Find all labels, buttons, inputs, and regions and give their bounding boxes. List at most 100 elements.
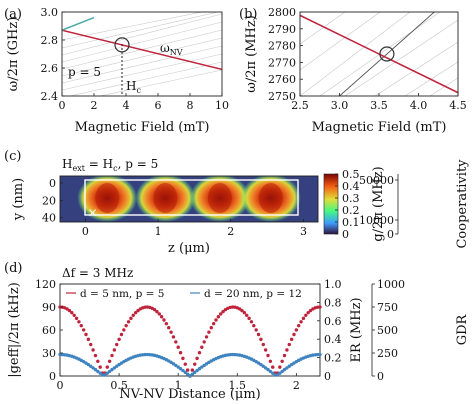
data-point-red bbox=[289, 337, 294, 342]
data-point-red bbox=[133, 310, 138, 315]
panel-b-label: (b) bbox=[239, 7, 257, 22]
data-point-red bbox=[299, 320, 303, 324]
panel-a-xlabel: Magnetic Field (mT) bbox=[75, 120, 210, 135]
data-point-red bbox=[308, 308, 313, 313]
data-point-blue bbox=[143, 352, 147, 357]
data-point-red bbox=[280, 359, 284, 363]
data-point-blue bbox=[278, 371, 282, 375]
data-point-blue bbox=[275, 373, 280, 377]
data-point-red bbox=[214, 318, 218, 322]
data-point-red bbox=[96, 359, 100, 363]
panel-a-ylabel: ω/2π (GHz) bbox=[6, 17, 21, 92]
data-point-blue bbox=[282, 367, 287, 372]
cavity-branch-line bbox=[62, 16, 95, 31]
panel-c-x-ticks: 0 1 2 3 bbox=[82, 219, 307, 238]
data-point-red bbox=[105, 365, 109, 369]
b-xtick-label: 4.0 bbox=[410, 99, 428, 112]
data-point-blue bbox=[193, 370, 197, 375]
d-gdr-tick-label: 1000 bbox=[377, 278, 405, 291]
d-ytick-label: 0 bbox=[49, 370, 56, 383]
panel-c-label: (c) bbox=[4, 149, 21, 164]
d-er-tick-label: 0.6 bbox=[324, 315, 342, 328]
d-er-tick-label: 0 bbox=[324, 370, 331, 383]
data-point-red bbox=[86, 337, 91, 342]
c-xtick-label: 3 bbox=[300, 225, 307, 238]
data-point-red bbox=[204, 335, 209, 339]
data-point-blue bbox=[103, 373, 107, 377]
field-lobe-core bbox=[95, 183, 120, 213]
data-point-blue bbox=[105, 371, 109, 375]
b-ytick-label: 2750 bbox=[268, 90, 296, 103]
d-xtick-label: 0 bbox=[57, 379, 64, 392]
panel-b-ylabel: ω/2π (MHz) bbox=[244, 15, 259, 93]
data-point-red bbox=[197, 351, 202, 355]
a-xtick-label: 8 bbox=[187, 99, 194, 112]
data-point-red bbox=[294, 328, 299, 332]
data-point-red bbox=[136, 308, 140, 313]
legend: d = 5 nm, p = 5 d = 20 nm, p = 12 bbox=[66, 288, 302, 300]
panel-d-xlabel: NV-NV Distance (μm) bbox=[119, 387, 260, 402]
b-ytick-label: 2760 bbox=[268, 73, 296, 86]
data-point-red bbox=[252, 323, 256, 328]
data-point-red bbox=[306, 310, 310, 315]
data-point-red bbox=[278, 365, 282, 369]
data-point-blue bbox=[100, 373, 105, 377]
data-point-blue bbox=[174, 363, 178, 368]
data-point-red bbox=[117, 337, 121, 342]
panel-b-y-ticks: 2750 2760 2770 2780 2790 2800 bbox=[268, 6, 303, 103]
crossing-circle bbox=[114, 37, 130, 53]
panel-d-y-ticks: 0 30 60 90 120 bbox=[35, 278, 63, 383]
a-ytick-label: 2.8 bbox=[41, 34, 59, 47]
colorbar-left-ticks: 00.10.20.30.40.5 bbox=[335, 168, 360, 241]
cb-left-tick-label: 0 bbox=[342, 228, 349, 241]
data-point-red bbox=[254, 328, 258, 332]
data-point-blue bbox=[263, 366, 268, 370]
panel-a-x-ticks: 0 2 4 6 8 10 bbox=[59, 93, 229, 112]
colorbar-right-label: Cooperativity bbox=[455, 159, 470, 249]
d-gdr-tick-label: 250 bbox=[377, 347, 398, 360]
data-point-red bbox=[72, 313, 76, 317]
d-ytick-label: 90 bbox=[42, 301, 56, 314]
data-point-red bbox=[171, 335, 176, 339]
b-xtick-label: 2.5 bbox=[291, 99, 309, 112]
c-xtick-label: 1 bbox=[155, 225, 162, 238]
data-point-blue bbox=[188, 374, 192, 378]
data-point-red bbox=[271, 365, 275, 369]
gdr-axis-ticks: 0 250 500 750 1000 bbox=[372, 278, 405, 383]
d-xtick-label: 1.5 bbox=[229, 379, 247, 392]
data-point-red bbox=[119, 332, 124, 337]
panel-b: (b) 2.5 3.0 3.5 4.0 4.5 2750 2760 2770 2780 2790… bbox=[239, 6, 467, 135]
data-point-red bbox=[209, 326, 213, 330]
data-point-blue bbox=[112, 366, 117, 370]
d-er-tick-label: 0.8 bbox=[324, 296, 342, 309]
data-point-red bbox=[174, 340, 178, 344]
data-point-red bbox=[282, 353, 287, 358]
data-point-red bbox=[155, 309, 159, 314]
cb-left-tick-label: 0.4 bbox=[342, 180, 360, 193]
panel-c: (c) Hext = Hc, p = 5 × 0 1 2 3 0 20 40 z (μm)… bbox=[4, 149, 470, 256]
field-heatmap bbox=[60, 176, 318, 222]
d-ytick-label: 30 bbox=[42, 347, 56, 360]
colorbar bbox=[323, 173, 339, 235]
data-point-red bbox=[216, 315, 221, 319]
er-axis-ticks: 0 0.2 0.4 0.6 0.8 1.0 bbox=[317, 278, 342, 383]
data-point-red bbox=[89, 342, 93, 347]
data-point-blue bbox=[266, 367, 270, 372]
data-point-red bbox=[84, 332, 88, 337]
panel-c-frame bbox=[59, 175, 319, 223]
cb-left-tick-label: 0.3 bbox=[342, 192, 360, 205]
c-ytick-label: 40 bbox=[42, 212, 56, 225]
p-label: p = 5 bbox=[68, 65, 101, 79]
data-point-blue bbox=[181, 368, 185, 373]
b-xtick-label: 3.0 bbox=[331, 99, 349, 112]
data-point-red bbox=[91, 348, 95, 352]
b-xtick-label: 4.5 bbox=[449, 99, 467, 112]
b-ytick-label: 2780 bbox=[268, 40, 296, 53]
data-point-red bbox=[263, 348, 268, 352]
a-xtick-label: 10 bbox=[215, 99, 229, 112]
field-lobe-core bbox=[258, 183, 283, 213]
d-er-tick-label: 0.4 bbox=[324, 333, 342, 346]
data-point-blue bbox=[268, 369, 273, 374]
er-axis-label: ER (MHz) bbox=[349, 297, 364, 362]
data-point-red bbox=[110, 353, 114, 358]
